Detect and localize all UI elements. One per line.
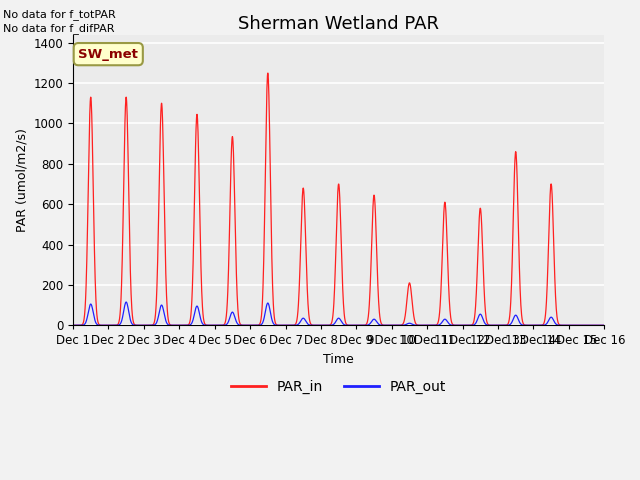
Text: No data for f_difPAR: No data for f_difPAR <box>3 23 115 34</box>
Legend: PAR_in, PAR_out: PAR_in, PAR_out <box>225 374 452 400</box>
X-axis label: Time: Time <box>323 353 354 366</box>
Title: Sherman Wetland PAR: Sherman Wetland PAR <box>238 15 439 33</box>
Text: No data for f_totPAR: No data for f_totPAR <box>3 9 116 20</box>
Y-axis label: PAR (umol/m2/s): PAR (umol/m2/s) <box>15 128 28 232</box>
Text: SW_met: SW_met <box>78 48 138 60</box>
